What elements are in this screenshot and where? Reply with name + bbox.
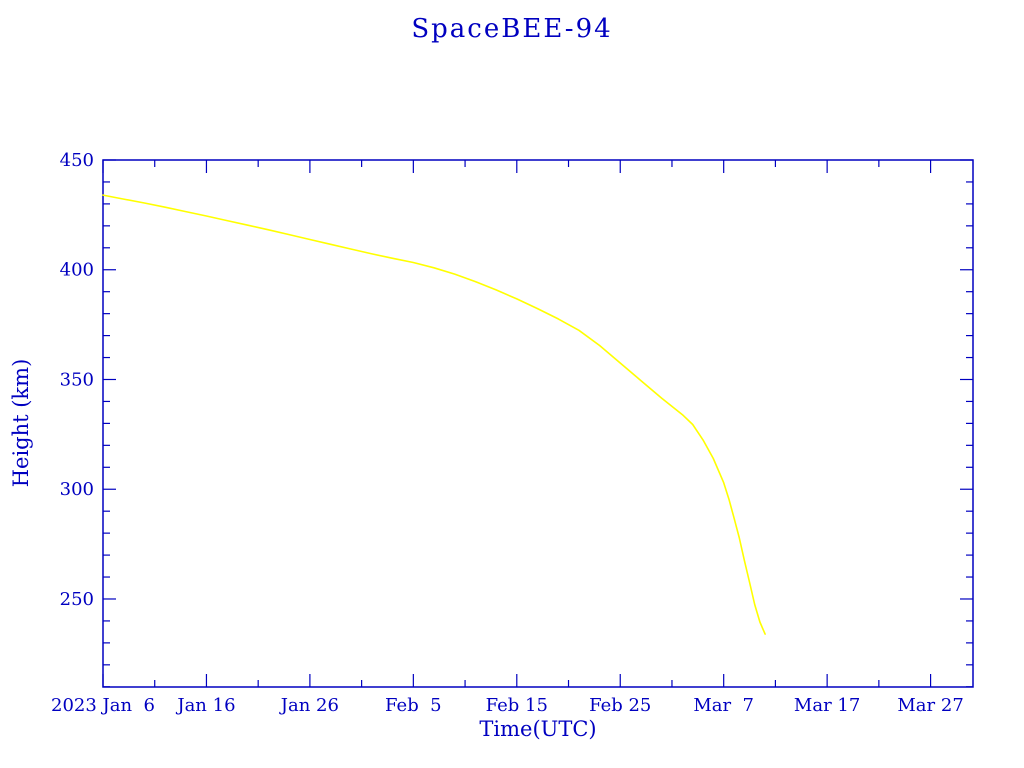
y-tick-label: 250 xyxy=(60,589,94,610)
chart-title: SpaceBEE-94 xyxy=(411,14,613,44)
y-tick-label: 400 xyxy=(60,260,94,281)
y-major-ticks xyxy=(103,159,973,600)
x-tick-label: Mar 7 xyxy=(693,695,754,716)
y-tick-labels: 450 400 350 300 250 xyxy=(60,150,94,610)
x-axis-title: Time(UTC) xyxy=(479,717,597,741)
x-tick-label: Feb 25 xyxy=(589,695,651,716)
x-tick-label: Mar 17 xyxy=(794,695,860,716)
x-minor-ticks xyxy=(154,160,880,687)
y-minor-ticks xyxy=(103,181,973,688)
x-tick-label: Jan 26 xyxy=(279,695,339,716)
x-tick-label: Jan 16 xyxy=(175,695,235,716)
x-major-ticks xyxy=(102,160,932,687)
plot-frame xyxy=(102,159,974,688)
x-tick-label: 2023 Jan 6 xyxy=(51,695,155,716)
y-tick-label: 350 xyxy=(60,369,94,390)
x-tick-labels: 2023 Jan 6 Jan 16 Jan 26 Feb 5 Feb 15 Feb 25 M… xyxy=(51,695,964,716)
x-tick-label: Feb 15 xyxy=(486,695,548,716)
x-tick-label: Mar 27 xyxy=(897,695,963,716)
y-tick-label: 450 xyxy=(60,150,94,171)
y-tick-label: 300 xyxy=(60,479,94,500)
height-curve xyxy=(102,194,766,635)
x-tick-label: Feb 5 xyxy=(385,695,442,716)
